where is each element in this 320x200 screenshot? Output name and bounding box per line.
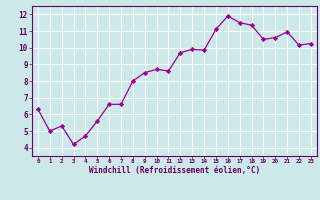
X-axis label: Windchill (Refroidissement éolien,°C): Windchill (Refroidissement éolien,°C) [89, 166, 260, 175]
